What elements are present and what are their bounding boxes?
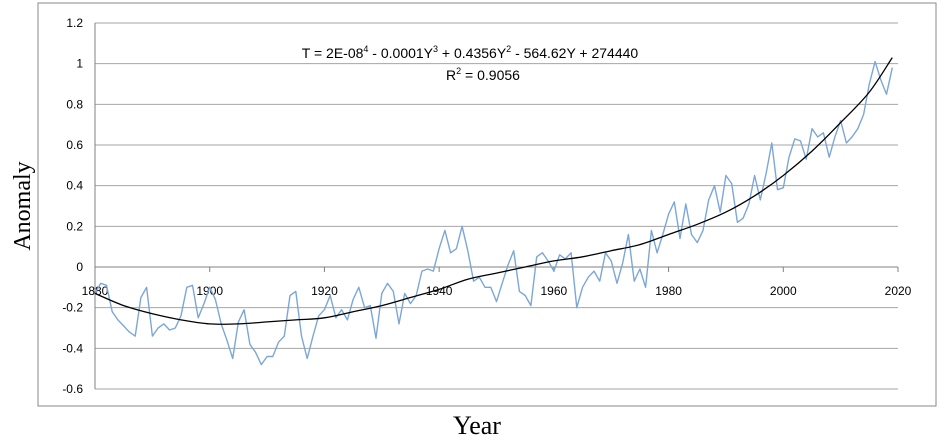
series-layer xyxy=(94,60,893,366)
x-axis-title: Year xyxy=(453,411,501,440)
polynomial-trendline xyxy=(94,57,893,325)
trendline-equation: T = 2E-084 - 0.0001Y3 + 0.4356Y2 - 564.6… xyxy=(302,44,639,61)
y-tick-label: -0.2 xyxy=(62,301,83,315)
x-tick-labels: 1880 1900 1920 1940 1960 1980 2000 2020 xyxy=(82,284,912,298)
y-tick-label: 0.4 xyxy=(66,179,83,193)
y-tick-label: -0.4 xyxy=(62,341,83,355)
y-tick-label: -0.6 xyxy=(62,382,83,396)
y-tick-label: 1 xyxy=(76,57,83,71)
x-tick-label: 2000 xyxy=(770,284,797,298)
x-tick-label: 1920 xyxy=(311,284,338,298)
x-tick-label: 2020 xyxy=(885,284,912,298)
x-tick-label: 1960 xyxy=(541,284,568,298)
y-tick-label: 0.6 xyxy=(66,138,83,152)
chart-frame xyxy=(37,2,937,407)
y-tick-labels: -0.6 -0.4 -0.2 0 0.2 0.4 0.6 0.8 1 1.2 xyxy=(62,16,83,396)
y-tick-label: 1.2 xyxy=(66,16,83,30)
y-tick-label: 0.2 xyxy=(66,219,83,233)
y-tick-label: 0 xyxy=(76,260,83,274)
r-squared-label: R2 = 0.9056 xyxy=(446,66,520,83)
y-tick-label: 0.8 xyxy=(66,97,83,111)
y-axis-title: Anomaly xyxy=(10,161,36,250)
anomaly-series-line xyxy=(94,60,893,366)
x-tick-label: 1980 xyxy=(655,284,682,298)
trendline-layer xyxy=(94,57,893,325)
x-tick-label: 1880 xyxy=(82,284,109,298)
x-tick-label: 1900 xyxy=(196,284,223,298)
